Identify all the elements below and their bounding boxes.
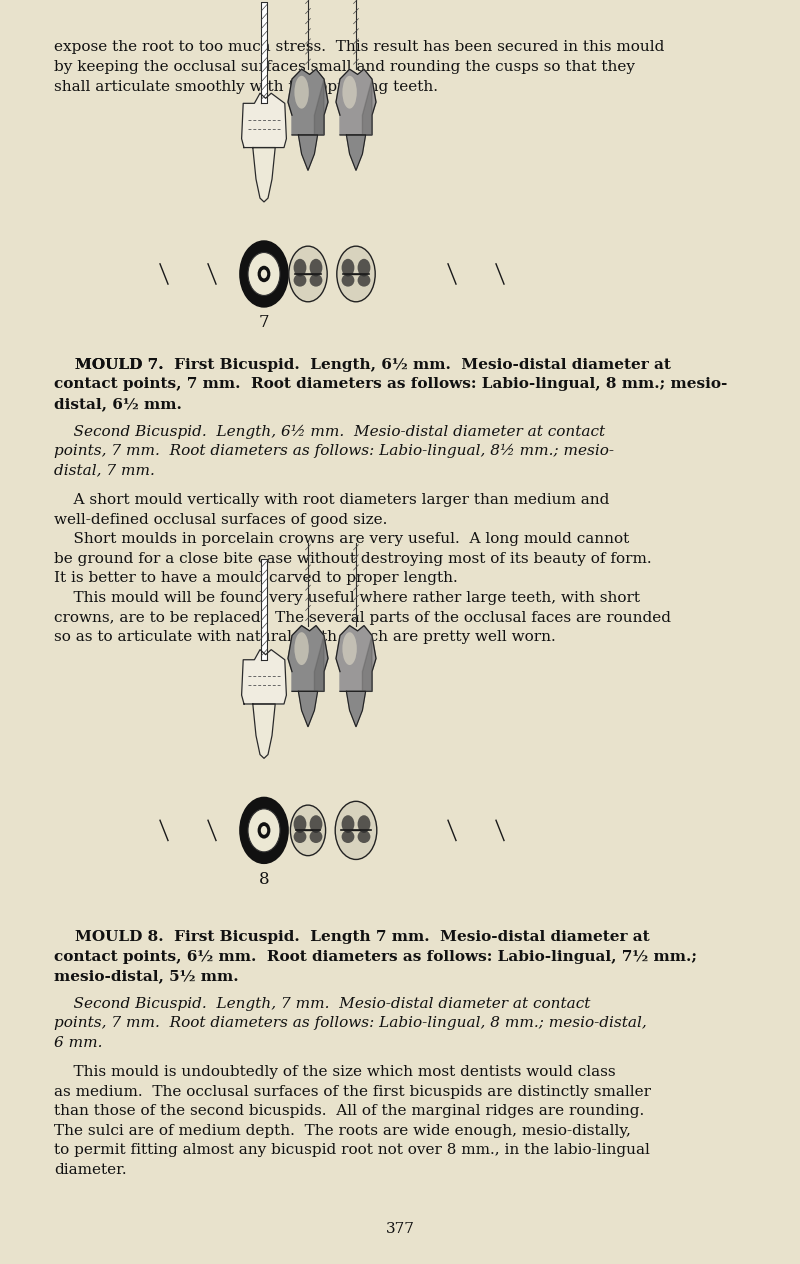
Text: It is better to have a mould carved to proper length.: It is better to have a mould carved to p… [54,571,458,585]
Text: points, 7 mm.  Root diameters as follows: Labio-lingual, 8½ mm.; mesio-: points, 7 mm. Root diameters as follows:… [54,444,614,459]
Text: distal, 6½ mm.: distal, 6½ mm. [54,397,182,411]
Text: 7: 7 [258,315,270,331]
Ellipse shape [290,805,326,856]
Polygon shape [346,691,366,727]
Ellipse shape [310,274,322,287]
Text: as medium.  The occlusal surfaces of the first bicuspids are distinctly smaller: as medium. The occlusal surfaces of the … [54,1085,651,1098]
Text: by keeping the occlusal surfaces small and rounding the cusps so that they: by keeping the occlusal surfaces small a… [54,59,635,75]
Text: Second Bicuspid.  Length, 6½ mm.  Mesio-distal diameter at contact: Second Bicuspid. Length, 6½ mm. Mesio-di… [54,425,606,439]
Polygon shape [362,636,372,691]
Text: Short moulds in porcelain crowns are very useful.  A long mould cannot: Short moulds in porcelain crowns are ver… [54,532,630,546]
Text: expose the root to too much stress.  This result has been secured in this mould: expose the root to too much stress. This… [54,40,665,54]
Text: points, 7 mm.  Root diameters as follows: Labio-lingual, 8 mm.; mesio-distal,: points, 7 mm. Root diameters as follows:… [54,1016,647,1030]
Ellipse shape [342,76,357,109]
Text: This mould is undoubtedly of the size which most dentists would class: This mould is undoubtedly of the size wh… [54,1066,616,1079]
Polygon shape [288,626,328,691]
Ellipse shape [342,632,357,665]
Text: A short mould vertically with root diameters larger than medium and: A short mould vertically with root diame… [54,493,610,507]
Text: well-defined occlusal surfaces of good size.: well-defined occlusal surfaces of good s… [54,513,388,527]
Polygon shape [336,70,376,135]
Ellipse shape [261,825,267,834]
Polygon shape [314,636,324,691]
Text: MOULD 7.: MOULD 7. [54,358,164,372]
Ellipse shape [240,798,288,863]
Ellipse shape [310,259,322,277]
Ellipse shape [261,269,267,278]
Text: 6 mm.: 6 mm. [54,1035,103,1049]
Ellipse shape [337,246,375,302]
Ellipse shape [294,632,309,665]
Ellipse shape [240,241,288,307]
Ellipse shape [342,274,354,287]
Polygon shape [314,80,324,135]
Ellipse shape [294,830,306,843]
Ellipse shape [294,76,309,109]
Ellipse shape [335,801,377,860]
Ellipse shape [248,253,280,296]
Ellipse shape [258,822,270,838]
Ellipse shape [289,246,327,302]
Ellipse shape [358,259,370,277]
Text: mesio-distal, 5½ mm.: mesio-distal, 5½ mm. [54,969,239,983]
Polygon shape [336,626,376,691]
Text: to permit fitting almost any bicuspid root not over 8 mm., in the labio-lingual: to permit fitting almost any bicuspid ro… [54,1144,650,1158]
Ellipse shape [342,815,354,833]
Polygon shape [261,559,266,660]
Text: distal, 7 mm.: distal, 7 mm. [54,464,155,478]
Text: 8: 8 [258,871,270,887]
Text: crowns, are to be replaced.  The several parts of the occlusal faces are rounded: crowns, are to be replaced. The several … [54,611,671,624]
Ellipse shape [258,265,270,282]
Polygon shape [298,135,318,171]
Polygon shape [253,148,275,202]
Text: be ground for a close bite case without destroying most of its beauty of form.: be ground for a close bite case without … [54,552,652,566]
Polygon shape [288,70,328,135]
Ellipse shape [358,830,370,843]
Polygon shape [253,704,275,758]
Text: contact points, 7 mm.  Root diameters as follows: Labio-lingual, 8 mm.; mesio-: contact points, 7 mm. Root diameters as … [54,378,728,392]
Polygon shape [362,80,372,135]
Ellipse shape [358,274,370,287]
Text: than those of the second bicuspids.  All of the marginal ridges are rounding.: than those of the second bicuspids. All … [54,1105,645,1119]
Text: The sulci are of medium depth.  The roots are wide enough, mesio-distally,: The sulci are of medium depth. The roots… [54,1124,631,1138]
Ellipse shape [310,815,322,833]
Polygon shape [298,691,318,727]
Ellipse shape [310,830,322,843]
Ellipse shape [294,274,306,287]
Polygon shape [346,135,366,171]
Polygon shape [242,650,286,704]
Polygon shape [261,3,266,104]
Ellipse shape [342,830,354,843]
Text: MOULD 8.  First Bicuspid.  Length 7 mm.  Mesio-distal diameter at: MOULD 8. First Bicuspid. Length 7 mm. Me… [54,930,650,944]
Ellipse shape [358,815,370,833]
Text: 377: 377 [386,1222,414,1236]
Ellipse shape [248,809,280,852]
Text: MOULD 7.  First Bicuspid.  Length, 6½ mm.  Mesio-distal diameter at: MOULD 7. First Bicuspid. Length, 6½ mm. … [54,358,671,372]
Text: so as to articulate with natural teeth which are pretty well worn.: so as to articulate with natural teeth w… [54,631,556,645]
Text: Second Bicuspid.  Length, 7 mm.  Mesio-distal diameter at contact: Second Bicuspid. Length, 7 mm. Mesio-dis… [54,996,590,1010]
Ellipse shape [342,259,354,277]
Text: shall articulate smoothly with the opposing teeth.: shall articulate smoothly with the oppos… [54,80,438,94]
Polygon shape [242,94,286,148]
Text: contact points, 6½ mm.  Root diameters as follows: Labio-lingual, 7½ mm.;: contact points, 6½ mm. Root diameters as… [54,949,698,963]
Text: This mould will be found very useful where rather large teeth, with short: This mould will be found very useful whe… [54,592,640,605]
Ellipse shape [294,815,306,833]
Text: diameter.: diameter. [54,1163,127,1177]
Ellipse shape [294,259,306,277]
